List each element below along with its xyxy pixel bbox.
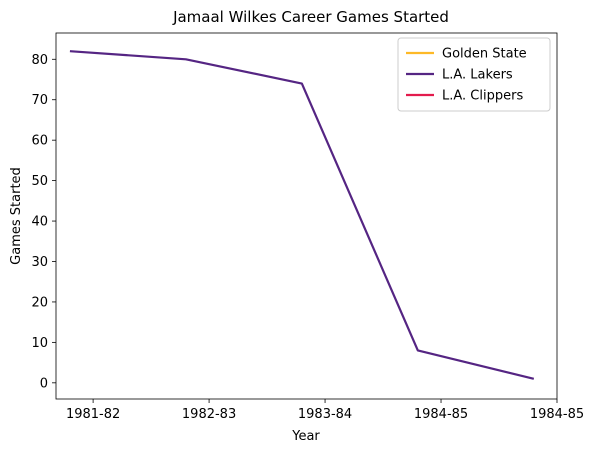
- chart-title: Jamaal Wilkes Career Games Started: [172, 8, 449, 26]
- y-tick-label: 60: [31, 134, 48, 149]
- x-tick-label: 1984-85: [414, 407, 468, 422]
- y-tick-label: 30: [31, 255, 48, 270]
- plot-frame: [55, 32, 558, 400]
- legend-item: L.A. Clippers: [406, 89, 523, 104]
- plot-content: [69, 50, 535, 380]
- legend: Golden State L.A. Lakers L.A. Clippers: [397, 37, 551, 112]
- y-tick-label: 40: [31, 215, 48, 230]
- y-axis-label: Games Started: [9, 167, 24, 265]
- x-tick-label: 1984-85: [530, 407, 584, 422]
- y-tick-label: 80: [31, 53, 48, 68]
- legend-label: L.A. Lakers: [442, 68, 513, 83]
- x-tick-label: 1982-83: [182, 407, 236, 422]
- legend-label: L.A. Clippers: [442, 89, 523, 104]
- x-axis-label: Year: [291, 429, 320, 444]
- y-tick-label: 0: [40, 376, 48, 391]
- x-tick-label: 1981-82: [66, 407, 120, 422]
- y-tick-label: 70: [31, 93, 48, 108]
- y-tick-label: 10: [31, 336, 48, 351]
- legend-item: Golden State: [406, 47, 527, 62]
- y-axis: 0 10 20 30 40 50 60 70 80: [31, 53, 56, 391]
- series-line-l-a-lakers: [69, 50, 535, 380]
- y-tick-label: 20: [31, 295, 48, 310]
- legend-box: [397, 37, 551, 112]
- x-axis: 1981-821982-831983-841984-851984-851985-…: [66, 399, 584, 422]
- legend-label: Golden State: [442, 47, 527, 62]
- y-tick-label: 50: [31, 174, 48, 189]
- x-tick-label: 1983-84: [298, 407, 352, 422]
- legend-item: L.A. Lakers: [406, 68, 513, 83]
